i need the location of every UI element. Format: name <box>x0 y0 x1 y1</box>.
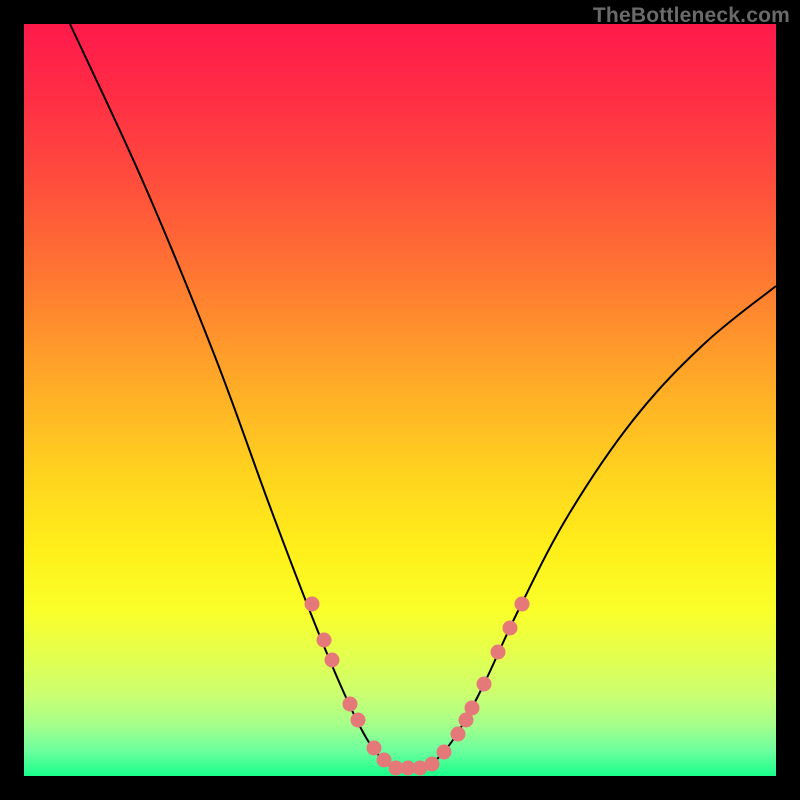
data-marker <box>351 713 366 728</box>
data-marker <box>515 597 530 612</box>
data-marker <box>325 653 340 668</box>
data-marker <box>317 633 332 648</box>
chart-frame: TheBottleneck.com <box>0 0 800 800</box>
data-marker <box>367 741 382 756</box>
data-marker <box>343 697 358 712</box>
data-marker <box>305 597 320 612</box>
data-marker <box>503 621 518 636</box>
data-marker <box>451 727 466 742</box>
bottleneck-curve <box>70 24 776 769</box>
bottleneck-curve-chart <box>24 24 776 776</box>
data-marker <box>425 757 440 772</box>
data-marker <box>477 677 492 692</box>
data-marker <box>437 745 452 760</box>
data-marker <box>491 645 506 660</box>
watermark-text: TheBottleneck.com <box>593 4 790 28</box>
data-marker <box>465 701 480 716</box>
